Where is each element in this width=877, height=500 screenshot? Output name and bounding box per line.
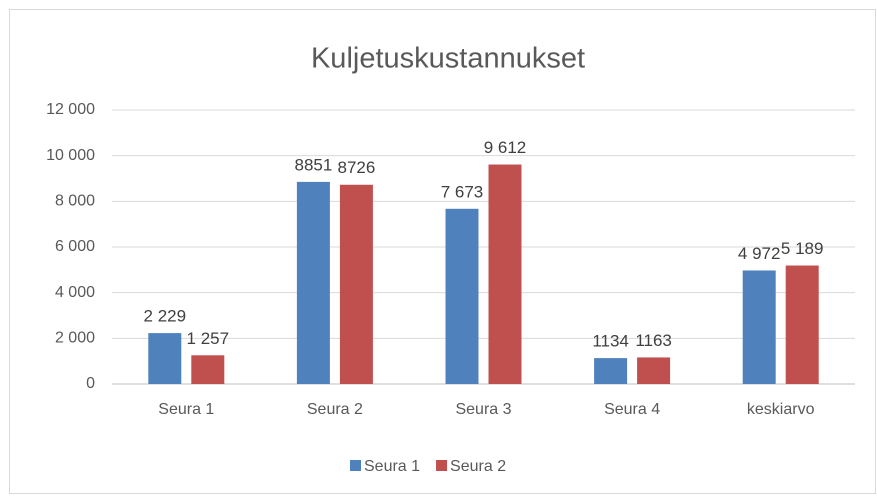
value-label: 9 612 xyxy=(484,138,527,157)
value-label: 1 257 xyxy=(187,329,230,348)
y-tick-label: 2 000 xyxy=(55,330,95,347)
y-tick-label: 12 000 xyxy=(46,101,95,118)
bar xyxy=(594,358,628,384)
y-tick-label: 6 000 xyxy=(55,238,95,255)
chart-border xyxy=(9,9,876,494)
x-tick-label: Seura 4 xyxy=(604,401,660,418)
bar xyxy=(488,164,522,384)
y-tick-label: 0 xyxy=(86,375,95,392)
bar xyxy=(445,208,479,384)
value-label: 4 972 xyxy=(738,244,781,263)
x-tick-label: Seura 2 xyxy=(307,401,363,418)
y-tick-label: 4 000 xyxy=(55,284,95,301)
value-label: 8851 xyxy=(294,155,332,174)
legend-label: Seura 1 xyxy=(364,458,420,475)
chart-title: Kuljetuskustannukset xyxy=(311,43,585,75)
bar xyxy=(339,184,373,384)
y-tick-label: 8 000 xyxy=(55,193,95,210)
x-tick-label: keskiarvo xyxy=(747,401,815,418)
legend-swatch xyxy=(436,460,448,471)
y-tick-label: 10 000 xyxy=(46,147,95,164)
value-label: 5 189 xyxy=(781,239,824,258)
x-tick-label: Seura 3 xyxy=(455,401,511,418)
bar xyxy=(637,357,671,384)
value-label: 8726 xyxy=(337,158,375,177)
bar xyxy=(785,265,819,384)
bar xyxy=(191,355,225,384)
value-label: 7 673 xyxy=(441,182,484,201)
legend-label: Seura 2 xyxy=(450,458,506,475)
value-label: 1163 xyxy=(635,331,672,350)
value-label: 1134 xyxy=(592,332,629,351)
bar xyxy=(148,333,182,384)
bar xyxy=(296,181,330,384)
legend-swatch xyxy=(350,460,361,471)
value-label: 2 229 xyxy=(144,307,187,326)
x-tick-label: Seura 1 xyxy=(158,401,214,418)
bar xyxy=(742,270,776,384)
